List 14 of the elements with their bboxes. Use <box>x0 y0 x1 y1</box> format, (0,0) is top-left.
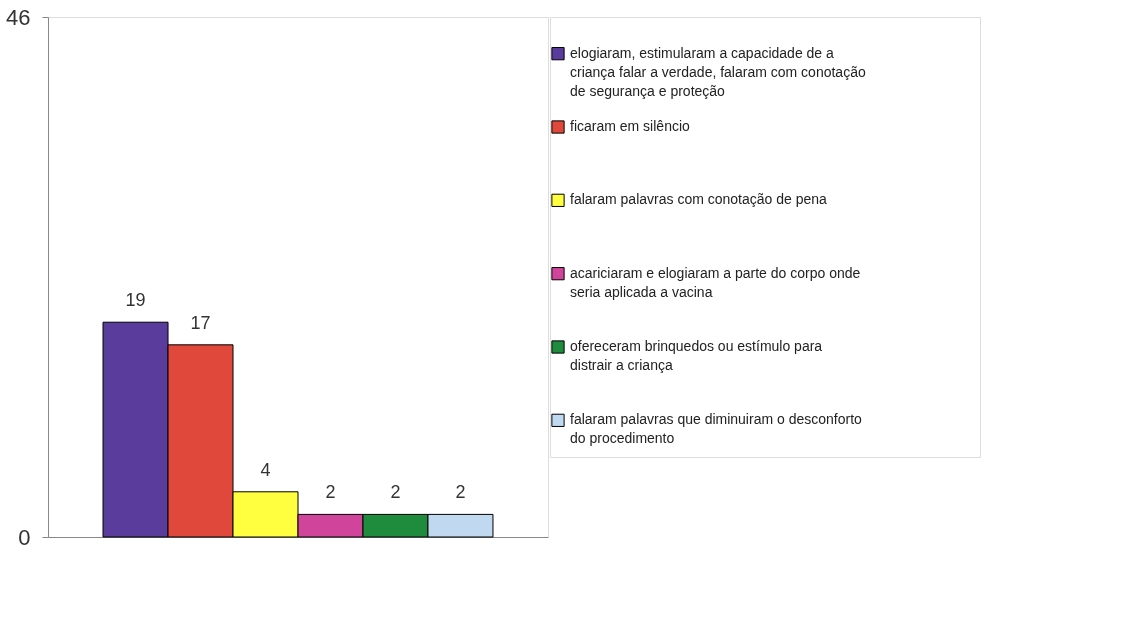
data-label: 17 <box>190 312 211 333</box>
y-tick-label: 0 <box>18 524 31 550</box>
data-label: 2 <box>325 482 336 503</box>
legend-label: ofereceram brinquedos ou estímulo para distrair a criança <box>570 338 823 373</box>
data-label: 2 <box>455 482 466 503</box>
legend-label: ficaram em silêncio <box>570 118 691 134</box>
legend-label: falaram palavras que diminuiram o desconforto do procedimento <box>570 411 863 447</box>
y-tick-label: 46 <box>6 4 31 30</box>
legend-label: falaram palavras com conotação de pena <box>570 191 828 208</box>
legend-label: acariciaram e elogiaram a parte do corpo onde seria aplicada a vacina <box>570 264 861 300</box>
data-label: 19 <box>125 290 146 311</box>
data-label: 2 <box>390 482 401 503</box>
data-label: 4 <box>260 459 271 480</box>
legend-label: elogiaram, estimularam a capacidade de a criança falar a verdade, falaram com conotação de segurança e proteção <box>570 44 866 99</box>
